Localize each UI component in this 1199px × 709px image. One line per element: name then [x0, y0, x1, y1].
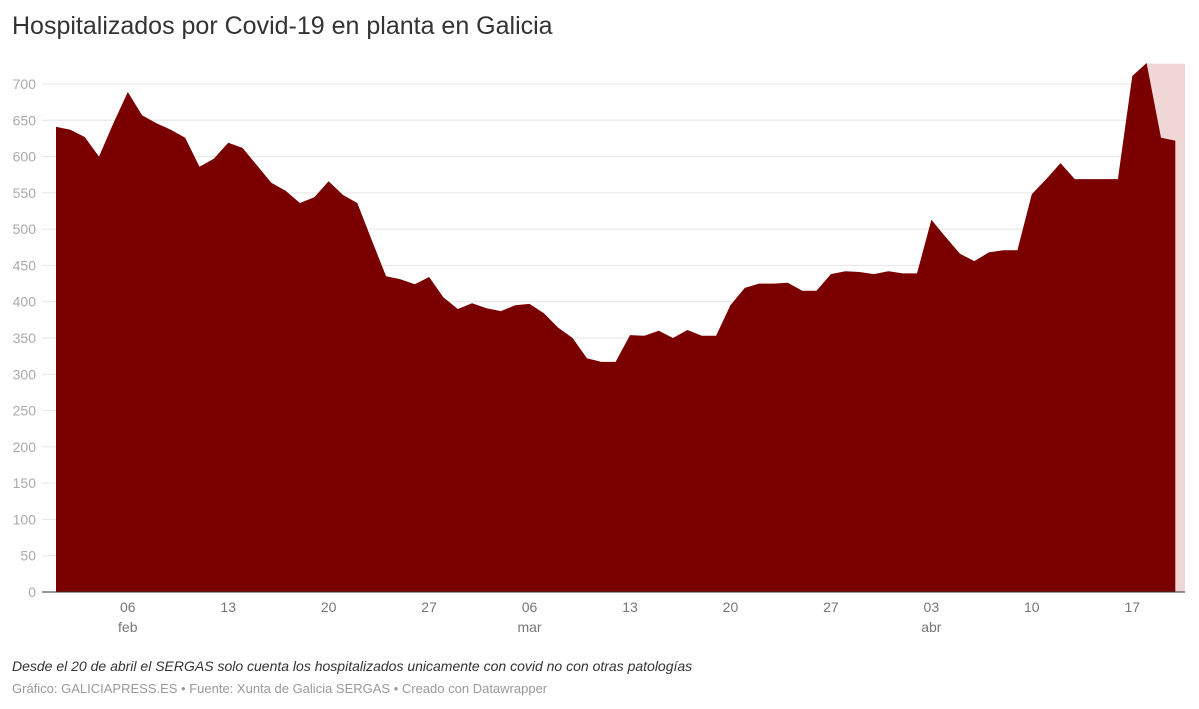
y-tick-label: 400 [13, 294, 37, 310]
y-tick-label: 150 [13, 475, 37, 491]
area-chart: 0 50 100 150 200 250 300 350 400 450 500 550 600 650 7… [13, 63, 1185, 635]
y-tick-label: 450 [13, 257, 37, 273]
x-tick-label: 20 [723, 599, 739, 615]
y-tick-label: 650 [13, 112, 37, 128]
y-tick-label: 200 [13, 439, 37, 455]
x-tick-label: 13 [622, 599, 638, 615]
y-tick-label: 500 [13, 221, 37, 237]
y-tick-label: 50 [20, 548, 36, 564]
x-month-label: mar [517, 619, 541, 635]
x-axis: 06 feb 13 20 27 06 mar 13 20 27 03 abr 10 17 [118, 599, 1140, 635]
y-tick-label: 300 [13, 366, 37, 382]
source-credit: Gráfico: GALICIAPRESS.ES • Fuente: Xunta… [12, 681, 548, 696]
x-tick-label: 13 [220, 599, 236, 615]
x-tick-label: 20 [321, 599, 337, 615]
x-tick-label: 27 [421, 599, 437, 615]
x-tick-label: 27 [823, 599, 839, 615]
y-tick-label: 350 [13, 330, 37, 346]
y-tick-label: 600 [13, 149, 37, 165]
y-tick-label: 100 [13, 511, 37, 527]
chart-title: Hospitalizados por Covid-19 en planta en… [12, 12, 553, 40]
y-tick-label: 250 [13, 403, 37, 419]
area-series [56, 63, 1176, 592]
y-tick-label: 0 [28, 584, 36, 600]
x-tick-label: 10 [1024, 599, 1040, 615]
x-tick-label: 06 [522, 599, 538, 615]
x-tick-label: 03 [924, 599, 940, 615]
y-tick-label: 700 [13, 76, 37, 92]
x-month-label: feb [118, 619, 138, 635]
x-tick-label: 17 [1124, 599, 1140, 615]
x-tick-label: 06 [120, 599, 136, 615]
x-month-label: abr [921, 619, 942, 635]
y-tick-label: 550 [13, 185, 37, 201]
y-axis: 0 50 100 150 200 250 300 350 400 450 500 550 600 650 7… [13, 76, 37, 600]
chart-note: Desde el 20 de abril el SERGAS solo cuen… [12, 658, 693, 674]
